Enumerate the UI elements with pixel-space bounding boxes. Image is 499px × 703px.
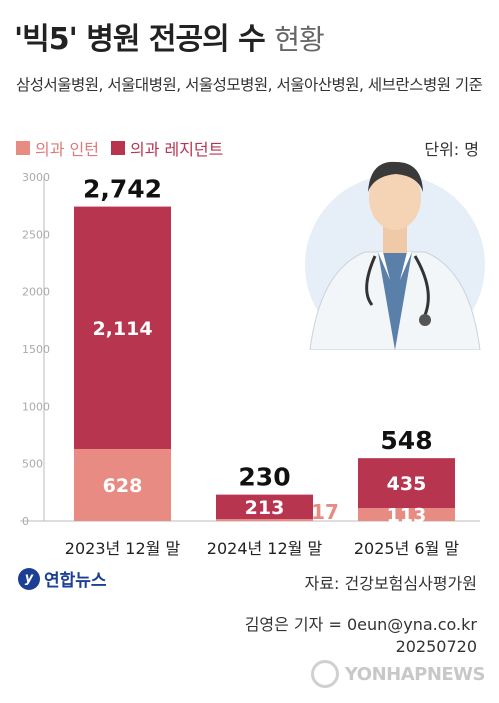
bar-resident <box>358 458 455 509</box>
value-label-total: 548 <box>380 426 432 455</box>
value-label-total: 230 <box>238 463 290 492</box>
y-tick-label: 0 <box>22 515 29 528</box>
y-tick-labels: 0 500 1000 1500 2000 2500 3000 <box>22 171 50 528</box>
legend-swatch-resident <box>110 141 125 155</box>
watermark: YONHAPNEWS <box>310 660 486 688</box>
bar-chart: 0 500 1000 1500 2000 2500 3000 628 2,114 2,742 17… <box>20 171 480 558</box>
chart-title-main: '빅5' 병원 전공의 수 <box>14 22 266 57</box>
x-category-label: 2023년 12월 말 <box>65 539 181 558</box>
bar-intern <box>216 519 313 521</box>
value-label-resident: 2,114 <box>92 318 152 340</box>
bars <box>74 206 455 521</box>
credit-reporter: 김영은 기자 = 0eun@yna.co.kr <box>244 615 477 634</box>
logo-text: 연합뉴스 <box>44 571 107 591</box>
x-category-labels: 2023년 12월 말 2024년 12월 말 2025년 6월 말 <box>65 539 460 558</box>
y-tick-label: 1000 <box>22 400 50 413</box>
yonhap-globe-icon: y <box>18 567 40 590</box>
y-tick-label: 1500 <box>22 343 50 356</box>
value-label-intern: 17 <box>311 500 339 524</box>
x-category-label: 2024년 12월 말 <box>207 539 323 558</box>
watermark-text: YONHAPNEWS <box>344 663 486 685</box>
y-tick-label: 2500 <box>22 228 50 241</box>
bar-resident <box>74 206 171 449</box>
legend-swatch-intern <box>16 141 30 155</box>
bar-intern <box>74 448 171 521</box>
value-labels: 628 2,114 2,742 17 213 230 113 435 548 <box>83 175 433 527</box>
chart-title-sub: 현황 <box>274 23 325 56</box>
chart-title: '빅5' 병원 전공의 수 현황 <box>14 14 325 58</box>
legend-item-intern: 의과 인턴 <box>16 136 99 160</box>
credit-date: 20250720 <box>395 637 477 656</box>
value-label-intern: 113 <box>387 505 427 527</box>
bar-intern <box>358 508 455 521</box>
yonhap-logo: y 연합뉴스 <box>18 566 107 591</box>
y-tick-label: 3000 <box>22 171 50 184</box>
value-label-resident: 213 <box>245 497 285 519</box>
legend-label-resident: 의과 레지던트 <box>129 140 224 159</box>
value-label-resident: 435 <box>387 473 427 495</box>
watermark-globe-icon <box>310 660 339 688</box>
legend-item-resident: 의과 레지던트 <box>110 136 224 160</box>
legend-label-intern: 의과 인턴 <box>35 140 99 159</box>
bar-resident <box>216 494 313 520</box>
value-label-intern: 628 <box>103 475 143 497</box>
x-category-label: 2025년 6월 말 <box>354 539 460 558</box>
value-label-total: 2,742 <box>83 175 162 204</box>
doctor-illustration <box>305 161 485 350</box>
source-label: 자료: 건강보험심사평가원 <box>304 574 477 593</box>
unit-label: 단위: 명 <box>424 140 479 159</box>
credit: 김영은 기자 = 0eun@yna.co.kr 20250720 <box>245 614 477 658</box>
y-tick-label: 2000 <box>22 286 50 299</box>
y-tick-label: 500 <box>22 458 43 471</box>
legend: 의과 인턴 의과 레지던트 <box>16 136 235 160</box>
chart-subtitle: 삼성서울병원, 서울대병원, 서울성모병원, 서울아산병원, 세브란스병원 기준 <box>16 76 483 94</box>
